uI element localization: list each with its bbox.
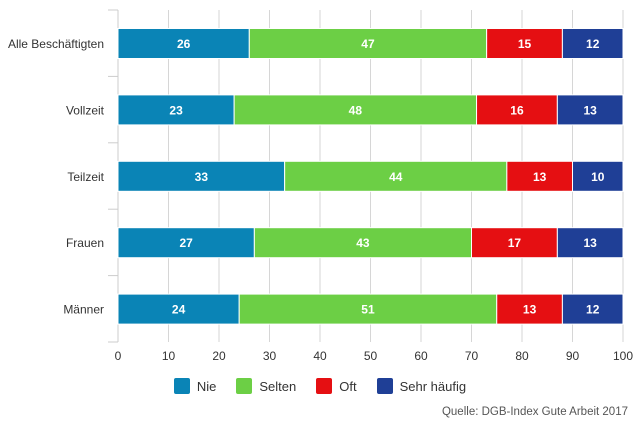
bar-segment bbox=[117, 160, 286, 192]
data-label: 16 bbox=[510, 103, 524, 117]
bar-segment bbox=[556, 227, 624, 259]
data-label: 12 bbox=[586, 37, 600, 51]
bar-segment bbox=[506, 160, 574, 192]
x-tick-label: 0 bbox=[115, 349, 122, 363]
category-label: Vollzeit bbox=[66, 103, 105, 117]
legend-item: Nie bbox=[173, 378, 217, 394]
legend-label: Selten bbox=[259, 378, 297, 394]
legend-label: Sehr häufig bbox=[399, 378, 467, 394]
data-label: 48 bbox=[349, 103, 363, 117]
bar-segment bbox=[486, 28, 563, 59]
data-label: 43 bbox=[356, 236, 370, 250]
data-label: 26 bbox=[177, 37, 191, 51]
bar-segment bbox=[284, 160, 508, 192]
data-label: 47 bbox=[361, 37, 375, 51]
x-tick-label: 100 bbox=[613, 349, 633, 363]
legend-swatch bbox=[376, 378, 393, 394]
data-label: 17 bbox=[508, 236, 522, 250]
x-tick-label: 20 bbox=[212, 349, 226, 363]
data-label: 27 bbox=[179, 236, 193, 250]
x-tick-label: 10 bbox=[162, 349, 176, 363]
bar-segment bbox=[248, 28, 488, 59]
bar-segment bbox=[561, 293, 624, 325]
x-tick-label: 80 bbox=[515, 349, 529, 363]
bar-segment bbox=[476, 94, 558, 126]
data-label: 12 bbox=[586, 303, 600, 317]
legend-item: Selten bbox=[236, 378, 296, 394]
x-tick-label: 70 bbox=[465, 349, 479, 363]
legend-label: Oft bbox=[339, 378, 357, 394]
category-label: Frauen bbox=[66, 236, 104, 250]
legend-item: Oft bbox=[316, 378, 357, 394]
legend-swatch bbox=[316, 378, 333, 394]
bar-segment bbox=[496, 293, 563, 325]
legend-swatch bbox=[236, 378, 253, 394]
bar-segment bbox=[238, 293, 498, 325]
bar-segment bbox=[572, 160, 624, 192]
data-label: 44 bbox=[389, 170, 403, 184]
data-label: 10 bbox=[591, 170, 605, 184]
data-label: 13 bbox=[583, 103, 597, 117]
data-label: 24 bbox=[172, 303, 186, 317]
data-label: 13 bbox=[583, 236, 597, 250]
category-label: Alle Beschäftigten bbox=[8, 37, 104, 51]
data-label: 51 bbox=[361, 303, 375, 317]
bar-segment bbox=[117, 293, 240, 325]
bar-segment bbox=[556, 94, 624, 126]
data-label: 13 bbox=[533, 170, 547, 184]
x-tick-label: 50 bbox=[364, 349, 378, 363]
data-label: 33 bbox=[195, 170, 209, 184]
legend-swatch bbox=[173, 378, 190, 394]
chart-legend: Nie Selten Oft Sehr häufig bbox=[0, 378, 640, 394]
x-tick-label: 40 bbox=[313, 349, 327, 363]
data-label: 23 bbox=[169, 103, 183, 117]
x-tick-label: 90 bbox=[566, 349, 580, 363]
data-label: 15 bbox=[518, 37, 532, 51]
bar-segment bbox=[561, 28, 624, 59]
legend-label: Nie bbox=[196, 378, 217, 394]
legend-item: Sehr häufig bbox=[376, 378, 467, 394]
category-label: Teilzeit bbox=[67, 170, 104, 184]
bar-segment bbox=[471, 227, 558, 259]
x-tick-label: 30 bbox=[263, 349, 277, 363]
bar-segment bbox=[117, 28, 250, 59]
category-label: Männer bbox=[63, 303, 104, 317]
x-tick-label: 60 bbox=[414, 349, 428, 363]
bar-segment bbox=[233, 94, 478, 126]
data-label: 13 bbox=[523, 303, 537, 317]
source-note: Quelle: DGB-Index Gute Arbeit 2017 bbox=[441, 406, 628, 418]
